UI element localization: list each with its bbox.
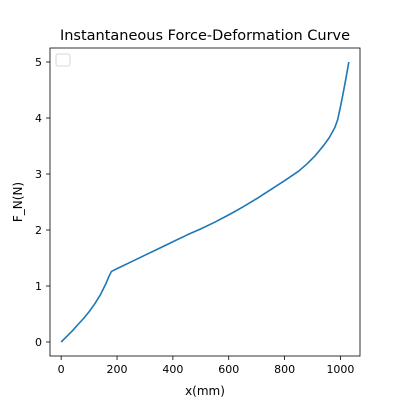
- y-tick-label-3: 3: [35, 168, 42, 181]
- y-tick-label-2: 2: [35, 224, 42, 237]
- y-tick-label-4: 4: [35, 112, 42, 125]
- series-line-0: [60, 61, 350, 343]
- y-tick-label-1: 1: [35, 280, 42, 293]
- y-tick-label-0: 0: [35, 336, 42, 349]
- x-tick-label-2: 400: [162, 363, 183, 376]
- y-axis-label: F_N(N): [11, 182, 25, 222]
- axis-ticks: 0 200 400 600 800 1000 0 1 2 3 4 5: [35, 56, 354, 376]
- x-tick-label-4: 800: [274, 363, 295, 376]
- legend-box: [55, 53, 71, 67]
- x-tick-label-3: 600: [218, 363, 239, 376]
- plot-frame: [49, 47, 361, 357]
- x-tick-label-5: 1000: [326, 363, 354, 376]
- x-tick-label-1: 200: [107, 363, 128, 376]
- chart-title: Instantaneous Force-Deformation Curve: [60, 28, 350, 44]
- x-tick-label-0: 0: [58, 363, 65, 376]
- plot-area: [60, 61, 350, 343]
- y-tick-label-5: 5: [35, 56, 42, 69]
- x-axis-label: x(mm): [185, 384, 225, 398]
